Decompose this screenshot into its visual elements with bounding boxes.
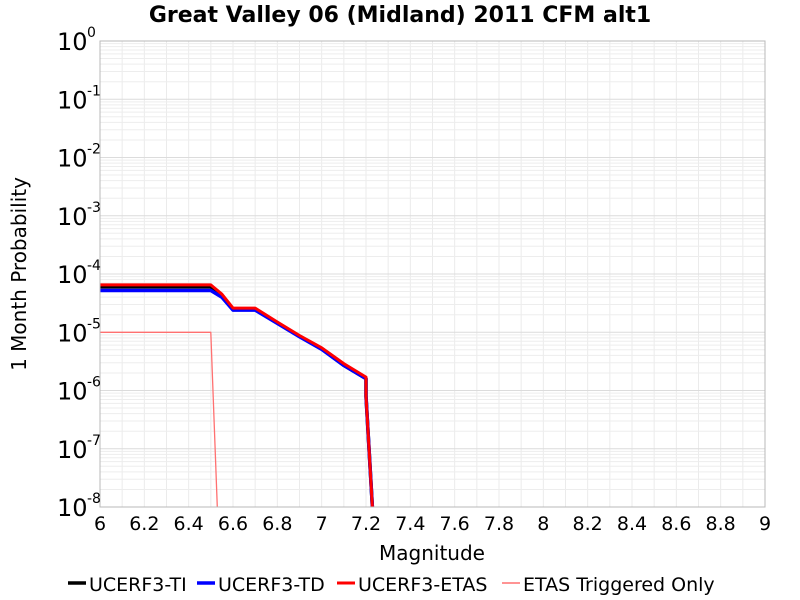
x-tick-label: 6.2 (129, 513, 159, 535)
x-tick-label: 8.2 (573, 513, 603, 535)
y-axis-label: 1 Month Probability (7, 177, 31, 371)
x-tick-label: 8 (537, 513, 549, 535)
legend-etas-triggered-only-label: ETAS Triggered Only (523, 574, 715, 596)
x-tick-label: 6.4 (174, 513, 204, 535)
legend-ucerf3-etas-label: UCERF3-ETAS (358, 574, 487, 596)
y-tick-label: 10 (57, 436, 88, 464)
x-tick-label: 8.4 (617, 513, 647, 535)
chart-title: Great Valley 06 (Midland) 2011 CFM alt1 (149, 3, 651, 28)
legend-ucerf3-td-label: UCERF3-TD (218, 574, 325, 596)
y-tick-exponent: -3 (87, 200, 101, 216)
plot-frame (99, 40, 766, 508)
x-tick-label: 7.4 (395, 513, 425, 535)
y-tick-exponent: -4 (87, 258, 101, 274)
y-tick-label: 10 (57, 145, 88, 173)
y-tick-label: 10 (57, 378, 88, 406)
legend-ucerf3-ti-label: UCERF3-TI (89, 574, 187, 596)
y-tick-exponent: -5 (87, 316, 101, 332)
y-tick-exponent: -6 (87, 375, 101, 391)
x-tick-label: 7 (316, 513, 328, 535)
x-tick-label: 6.8 (262, 513, 292, 535)
x-tick-label: 8.8 (706, 513, 736, 535)
y-tick-exponent: -2 (87, 142, 101, 158)
x-tick-label: 7.8 (484, 513, 514, 535)
y-tick-label: 10 (57, 203, 88, 231)
series-ucerf3-etas-line (100, 283, 374, 507)
x-tick-labels: 6 6.2 6.4 6.6 6.8 7 7.2 7.4 7.6 7.8 8 8.2 8.4 8.6 8.8 9 (94, 513, 771, 535)
x-tick-label: 8.6 (661, 513, 691, 535)
y-tick-label: 10 (57, 261, 88, 289)
grid-lines (99, 41, 766, 508)
y-tick-exponent: -7 (87, 433, 101, 449)
series-etas-triggered-only-line (100, 331, 218, 507)
legend: UCERF3-TI UCERF3-TD UCERF3-ETAS ETAS Trigge… (68, 574, 715, 596)
y-tick-exponent: -1 (87, 83, 101, 99)
x-tick-label: 7.2 (351, 513, 381, 535)
x-tick-label: 9 (759, 513, 771, 535)
y-tick-exponent: -8 (87, 491, 101, 507)
x-axis-label: Magnitude (379, 541, 485, 565)
x-tick-label: 6 (94, 513, 106, 535)
y-tick-label: 10 (57, 319, 88, 347)
y-tick-exponent: 0 (87, 25, 96, 41)
y-tick-label: 10 (57, 86, 88, 114)
series-layer (100, 283, 375, 507)
y-tick-label: 10 (57, 494, 88, 522)
x-tick-label: 6.6 (218, 513, 248, 535)
y-tick-label: 10 (57, 28, 88, 56)
x-tick-label: 7.6 (440, 513, 470, 535)
